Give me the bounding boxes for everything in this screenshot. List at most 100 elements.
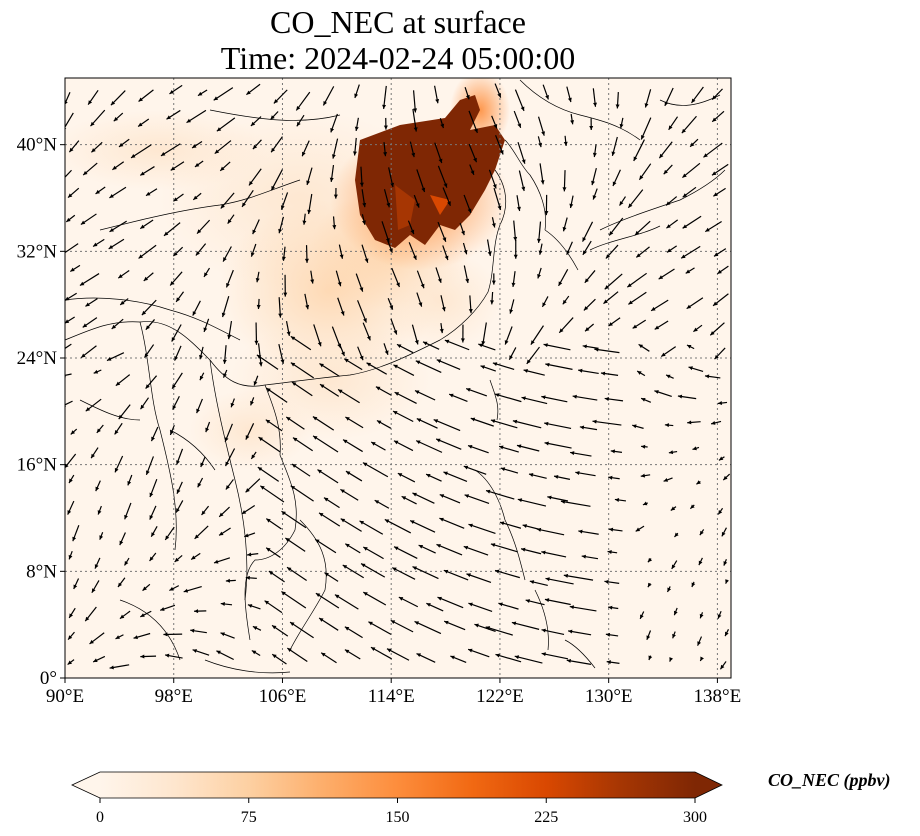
wind-arrow	[250, 116, 262, 127]
wind-arrow	[291, 463, 311, 477]
wind-arrow	[357, 346, 364, 361]
wind-arrow	[468, 523, 496, 535]
wind-arrow	[68, 474, 75, 484]
wind-arrow	[468, 602, 493, 612]
wind-arrow	[216, 650, 234, 661]
wind-arrow	[337, 389, 360, 404]
wind-arrow	[159, 604, 176, 611]
wind-arrow	[84, 606, 97, 622]
wind-arrow	[611, 136, 618, 156]
wind-arrow	[171, 372, 183, 390]
wind-arrow	[689, 504, 695, 510]
wind-arrow	[638, 343, 650, 352]
wind-arrow	[205, 421, 211, 433]
wind-arrow	[362, 462, 389, 478]
lon-tick-label: 98°E	[155, 686, 193, 707]
wind-arrow	[439, 118, 445, 129]
wind-arrow	[584, 323, 595, 332]
wind-arrow	[442, 245, 449, 261]
wind-arrow	[459, 222, 465, 236]
wind-arrow	[723, 559, 728, 566]
lat-tick-label: 8°N	[26, 561, 57, 582]
map-title: CO_NEC at surface	[270, 4, 526, 40]
wind-arrow	[330, 113, 338, 133]
wind-arrow	[214, 140, 232, 155]
wind-arrow	[553, 474, 571, 480]
wind-arrow	[197, 89, 208, 97]
wind-arrow	[201, 505, 210, 516]
wind-arrow	[663, 164, 673, 175]
wind-arrow	[256, 354, 279, 370]
wind-arrow	[137, 118, 150, 128]
wind-arrow	[283, 274, 288, 297]
wind-arrow	[698, 557, 703, 566]
wind-arrow	[145, 456, 154, 476]
wind-arrow	[691, 581, 696, 588]
wind-arrow	[635, 246, 650, 258]
wind-arrow	[495, 135, 504, 155]
wind-arrow	[344, 649, 361, 660]
wind-arrow	[375, 386, 392, 396]
wind-arrow	[196, 219, 211, 235]
wind-arrow	[222, 246, 232, 262]
wind-arrow	[494, 569, 520, 579]
wind-arrow	[174, 345, 182, 361]
wind-arrow	[570, 113, 575, 125]
wind-arrow	[666, 245, 678, 253]
wind-arrow	[673, 607, 678, 616]
wind-arrow	[335, 270, 342, 287]
wind-arrow	[492, 362, 515, 370]
wind-arrow	[130, 144, 152, 159]
wind-arrow	[89, 632, 105, 645]
wind-arrow	[194, 160, 204, 168]
wind-arrow	[258, 436, 281, 453]
wind-arrow	[493, 187, 502, 211]
wind-arrow	[139, 166, 155, 176]
wind-arrow	[668, 116, 679, 131]
wind-arrow	[387, 240, 393, 253]
wind-arrow	[474, 623, 496, 633]
wind-arrow	[485, 626, 513, 636]
wind-arrow	[690, 86, 704, 104]
wind-arrow	[383, 343, 389, 356]
wind-arrow	[520, 547, 542, 555]
wind-arrow	[416, 652, 436, 663]
wind-arrow	[344, 543, 361, 554]
wind-arrow	[370, 441, 386, 451]
wind-arrow	[664, 423, 674, 428]
wind-arrow	[224, 448, 236, 467]
wind-arrow	[508, 347, 517, 360]
wind-arrow	[176, 481, 183, 494]
wind-arrow	[543, 343, 571, 351]
wind-arrow	[176, 448, 184, 465]
wind-arrow	[110, 90, 126, 106]
wind-arrow	[664, 87, 674, 107]
wind-arrow	[544, 598, 571, 606]
wind-arrow	[383, 142, 388, 157]
wind-arrow	[394, 391, 417, 404]
wind-arrow	[281, 246, 286, 261]
wind-arrow	[383, 117, 388, 130]
wind-arrow	[712, 293, 729, 307]
wind-arrow	[566, 658, 592, 665]
wind-arrow	[192, 649, 210, 656]
wind-arrow	[435, 438, 462, 450]
wind-arrow	[579, 425, 598, 431]
wind-arrow	[245, 575, 257, 580]
wind-arrow	[127, 474, 133, 486]
wind-arrow	[605, 244, 619, 259]
wind-arrow	[511, 271, 516, 288]
wind-arrow	[119, 298, 129, 306]
wind-arrow	[324, 572, 339, 582]
lon-tick-label: 138°E	[694, 686, 742, 707]
wind-arrow	[65, 316, 75, 324]
wind-arrow	[301, 140, 310, 157]
wind-arrow	[627, 189, 644, 209]
wind-arrow	[566, 241, 573, 256]
wind-arrow	[414, 390, 436, 401]
wind-arrow	[437, 165, 448, 188]
wind-arrow	[252, 625, 262, 631]
wind-arrow	[666, 586, 672, 593]
wind-arrow	[682, 162, 701, 179]
